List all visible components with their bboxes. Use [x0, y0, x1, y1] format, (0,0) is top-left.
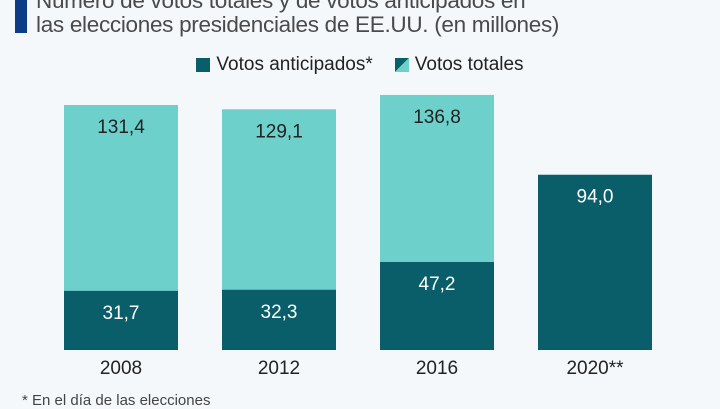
label-total-2012: 129,1 [255, 121, 303, 142]
label-total-2008: 131,4 [97, 117, 145, 138]
legend-label-total: Votos totales [414, 54, 524, 75]
label-total-2016: 136,8 [413, 107, 461, 128]
legend: Votos anticipados* Votos totales [0, 54, 720, 76]
label-early-2020**: 94,0 [577, 187, 614, 208]
chart-title-line-1: Número de votos totales y de votos antic… [36, 0, 526, 13]
label-early-2012: 32,3 [261, 302, 298, 323]
title-accent-bar [15, 0, 27, 33]
chart-title-line-2: las elecciones presidenciales de EE.UU. … [36, 12, 560, 37]
footnote: * En el día de las elecciones [22, 392, 211, 409]
x-tick-2020**: 2020** [566, 358, 624, 379]
legend-swatch-early [196, 58, 211, 72]
legend-item-early: Votos anticipados* [196, 54, 373, 76]
x-tick-2008: 2008 [100, 358, 142, 379]
bar-early-2016 [380, 261, 494, 350]
bar-early-2008 [64, 290, 178, 350]
label-early-2008: 31,7 [103, 303, 140, 324]
bar-early-2012 [222, 289, 336, 350]
legend-item-total: Votos totales [394, 54, 524, 76]
bar-early-2020** [538, 174, 652, 350]
x-tick-2016: 2016 [416, 358, 458, 379]
label-early-2016: 47,2 [419, 274, 456, 295]
x-tick-2012: 2012 [258, 358, 300, 379]
legend-swatch-total [394, 58, 409, 72]
legend-label-early: Votos anticipados* [216, 54, 373, 75]
